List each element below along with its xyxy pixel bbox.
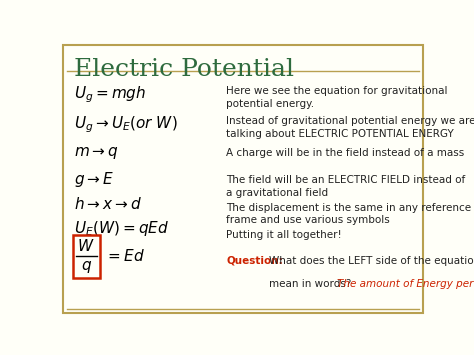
Text: $m \rightarrow q$: $m \rightarrow q$ — [74, 145, 118, 161]
Text: mean in words?: mean in words? — [269, 279, 351, 289]
Text: Instead of gravitational potential energy we are
talking about ELECTRIC POTENTIA: Instead of gravitational potential energ… — [227, 116, 474, 139]
Text: $= Ed$: $= Ed$ — [105, 248, 145, 264]
Text: $U_g = mgh$: $U_g = mgh$ — [74, 84, 146, 105]
Text: A charge will be in the field instead of a mass: A charge will be in the field instead of… — [227, 148, 465, 158]
Text: What does the LEFT side of the equation: What does the LEFT side of the equation — [269, 256, 474, 266]
Text: $g \rightarrow E$: $g \rightarrow E$ — [74, 170, 114, 189]
Text: Question:: Question: — [227, 256, 283, 266]
Text: $U_g \rightarrow U_E(or\ W)$: $U_g \rightarrow U_E(or\ W)$ — [74, 114, 178, 135]
Text: $q$: $q$ — [81, 259, 91, 275]
Text: The displacement is the same in any reference
frame and use various symbols: The displacement is the same in any refe… — [227, 202, 472, 225]
Text: $U_E(W) = qEd$: $U_E(W) = qEd$ — [74, 219, 169, 238]
FancyBboxPatch shape — [73, 235, 100, 278]
Text: Putting it all together!: Putting it all together! — [227, 230, 342, 240]
Text: Here we see the equation for gravitational
potential energy.: Here we see the equation for gravitation… — [227, 86, 448, 109]
Text: $h \rightarrow x \rightarrow d$: $h \rightarrow x \rightarrow d$ — [74, 196, 142, 212]
Text: The field will be an ELECTRIC FIELD instead of
a gravitational field: The field will be an ELECTRIC FIELD inst… — [227, 175, 465, 198]
Text: The amount of Energy per charge!: The amount of Energy per charge! — [337, 279, 474, 289]
Text: Electric Potential: Electric Potential — [74, 58, 294, 81]
Text: $W$: $W$ — [77, 238, 95, 254]
